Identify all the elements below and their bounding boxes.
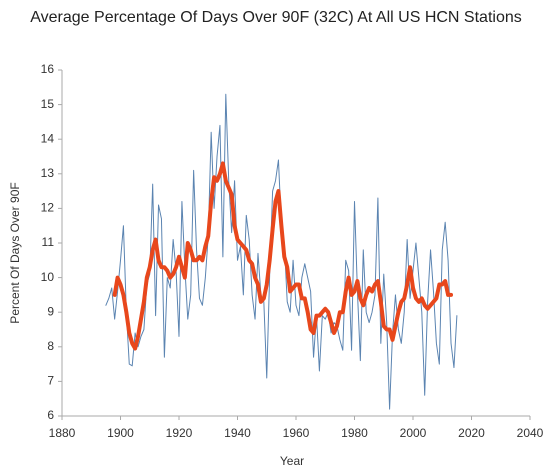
x-tick-label: 1940 — [224, 426, 251, 440]
x-tick-label: 1880 — [49, 426, 76, 440]
x-tick-label: 1900 — [107, 426, 134, 440]
x-tick-label: 1920 — [166, 426, 193, 440]
x-tick-label: 1960 — [283, 426, 310, 440]
y-tick-label: 14 — [41, 131, 55, 145]
y-tick-label: 16 — [41, 62, 55, 76]
chart-title: Average Percentage Of Days Over 90F (32C… — [30, 9, 521, 26]
y-tick-label: 12 — [41, 201, 55, 215]
y-tick-label: 10 — [41, 270, 55, 284]
x-tick-label: 2000 — [400, 426, 427, 440]
y-tick-label: 15 — [41, 97, 55, 111]
x-tick-label: 1980 — [341, 426, 368, 440]
series-line — [112, 161, 454, 351]
y-tick-label: 8 — [47, 339, 54, 353]
y-tick-label: 9 — [47, 304, 54, 318]
x-tick-label: 2020 — [458, 426, 485, 440]
x-tick-label: 2040 — [517, 426, 544, 440]
y-tick-label: 13 — [41, 166, 55, 180]
y-tick-label: 11 — [42, 235, 55, 249]
x-axis-label: Year — [280, 454, 304, 468]
y-tick-label: 7 — [47, 374, 54, 388]
y-tick-label: 6 — [47, 408, 54, 422]
y-axis-label: Percent Of Days Over 90F — [8, 182, 22, 323]
